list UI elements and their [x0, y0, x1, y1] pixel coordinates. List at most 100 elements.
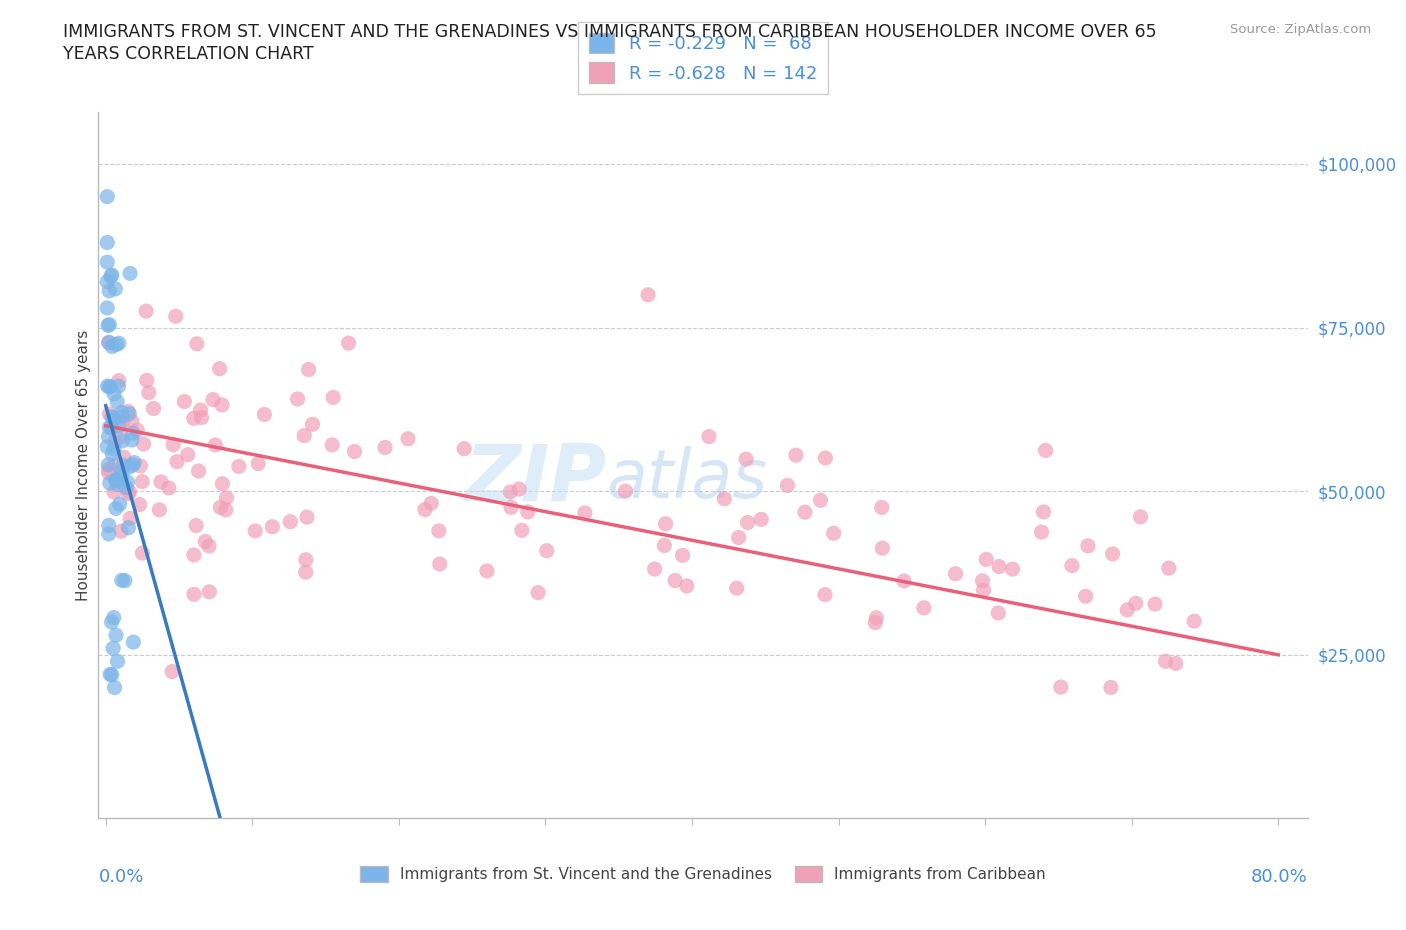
Point: [1060, 558, 1083, 573]
Point: [725, 580, 748, 595]
Point: [96, 274, 118, 289]
Point: [973, 583, 995, 598]
Point: [105, 628, 128, 643]
Point: [987, 605, 1010, 620]
Point: [98, 379, 121, 394]
Point: [292, 428, 315, 443]
Point: [321, 437, 343, 452]
Point: [413, 502, 436, 517]
Point: [1125, 596, 1147, 611]
Point: [1032, 504, 1054, 519]
Point: [177, 447, 200, 462]
Point: [98, 667, 121, 682]
Legend: Immigrants from St. Vincent and the Grenadines, Immigrants from Caribbean: Immigrants from St. Vincent and the Gren…: [354, 860, 1052, 888]
Point: [814, 450, 837, 465]
Point: [1077, 538, 1099, 553]
Point: [110, 464, 132, 479]
Point: [97, 335, 120, 350]
Point: [527, 585, 550, 600]
Point: [295, 552, 318, 567]
Point: [208, 361, 231, 376]
Point: [974, 552, 997, 567]
Point: [149, 474, 172, 489]
Point: [165, 309, 187, 324]
Point: [107, 477, 129, 492]
Point: [97, 318, 120, 333]
Point: [108, 336, 131, 351]
Point: [1154, 654, 1177, 669]
Point: [190, 403, 212, 418]
Point: [278, 514, 301, 529]
Point: [98, 406, 121, 421]
Point: [132, 436, 155, 451]
Point: [814, 587, 837, 602]
Point: [112, 458, 135, 472]
Point: [945, 566, 967, 581]
Point: [972, 574, 994, 589]
Point: [295, 510, 318, 525]
Point: [287, 392, 309, 406]
Point: [110, 429, 132, 444]
Point: [1035, 443, 1057, 458]
Point: [1164, 656, 1187, 671]
Point: [101, 409, 124, 424]
Text: IMMIGRANTS FROM ST. VINCENT AND THE GRENADINES VS IMMIGRANTS FROM CARIBBEAN HOUS: IMMIGRANTS FROM ST. VINCENT AND THE GREN…: [63, 23, 1157, 41]
Point: [128, 498, 150, 512]
Point: [675, 578, 697, 593]
Point: [117, 404, 139, 418]
Point: [107, 418, 129, 433]
Point: [253, 407, 276, 422]
Point: [475, 564, 498, 578]
Text: 0.0%: 0.0%: [98, 868, 143, 886]
Point: [184, 518, 207, 533]
Point: [101, 641, 124, 656]
Point: [1099, 680, 1122, 695]
Point: [101, 668, 124, 683]
Point: [117, 520, 139, 535]
Point: [186, 337, 208, 352]
Point: [671, 548, 693, 563]
Point: [121, 414, 143, 429]
Point: [297, 362, 319, 377]
Point: [516, 504, 538, 519]
Point: [103, 485, 125, 499]
Point: [499, 500, 522, 515]
Point: [98, 379, 121, 394]
Point: [173, 394, 195, 409]
Point: [111, 433, 134, 448]
Point: [107, 373, 129, 388]
Point: [104, 472, 127, 487]
Point: [118, 266, 141, 281]
Point: [166, 454, 188, 469]
Point: [735, 452, 758, 467]
Point: [97, 466, 120, 481]
Point: [1001, 562, 1024, 577]
Point: [96, 189, 118, 204]
Point: [115, 480, 138, 495]
Point: [865, 615, 887, 630]
Text: ZIP: ZIP: [464, 441, 606, 517]
Point: [103, 387, 125, 402]
Point: [127, 423, 149, 438]
Point: [148, 502, 170, 517]
Point: [103, 411, 125, 426]
Point: [120, 511, 142, 525]
Point: [1129, 510, 1152, 525]
Point: [183, 587, 205, 602]
Point: [294, 565, 316, 579]
Point: [343, 445, 366, 459]
Point: [1049, 680, 1071, 695]
Point: [374, 440, 396, 455]
Point: [337, 336, 360, 351]
Point: [97, 462, 120, 477]
Point: [776, 478, 799, 493]
Point: [96, 300, 118, 315]
Point: [118, 406, 141, 421]
Point: [536, 543, 558, 558]
Point: [508, 482, 530, 497]
Point: [105, 337, 128, 352]
Point: [785, 447, 807, 462]
Point: [114, 573, 136, 588]
Point: [893, 574, 915, 589]
Point: [97, 458, 120, 472]
